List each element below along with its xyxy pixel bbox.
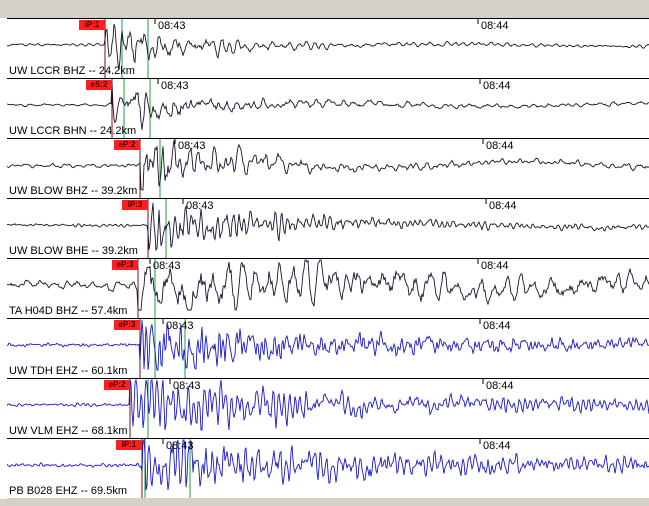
time-tick-label: 08:44	[483, 320, 511, 332]
station-label: TA H04D BHZ -- 57.4km	[9, 305, 128, 317]
pick-flag[interactable]: eP:3	[112, 260, 138, 270]
time-tick-label: 08:44	[483, 440, 511, 452]
time-tick-label: 08:43	[166, 440, 194, 452]
waveform-trace[interactable]	[7, 319, 649, 371]
waveform-canvas[interactable]	[7, 139, 649, 198]
waveform-canvas[interactable]	[7, 199, 649, 258]
waveform-canvas[interactable]	[7, 439, 649, 498]
time-tick-label: 08:43	[153, 260, 181, 272]
time-tick-label: 08:43	[186, 200, 214, 212]
time-tick-label: 08:43	[166, 320, 194, 332]
pick-flag[interactable]: eS:2	[86, 80, 112, 90]
trace-panel[interactable]: iP:3 08:43 08:44 UW BLOW BHE -- 39.2km	[7, 198, 649, 258]
waveform-canvas[interactable]	[7, 19, 649, 78]
event-header: 60278741 Jun 11, 2011 08:42:45.99 44.990…	[0, 0, 649, 18]
pick-flag[interactable]: iP:1	[79, 20, 105, 30]
trace-panel[interactable]: eS:2 08:43 08:44 UW LCCR BHN -- 24.2km	[7, 78, 649, 138]
waveform-trace[interactable]	[7, 140, 649, 191]
left-gutter	[0, 18, 7, 499]
time-tick-label: 08:43	[178, 140, 206, 152]
waveform-trace[interactable]	[7, 439, 649, 491]
time-tick-label: 08:44	[483, 80, 511, 92]
trace-panel[interactable]: eP:3 08:43 08:44 TA H04D BHZ -- 57.4km	[7, 258, 649, 318]
pick-flag[interactable]: eP:2	[114, 140, 140, 150]
time-tick-label: 08:44	[481, 20, 509, 32]
time-tick-label: 08:43	[158, 20, 186, 32]
time-tick-label: 08:44	[486, 380, 514, 392]
station-label: UW BLOW BHZ -- 39.2km	[9, 185, 138, 197]
pick-flag[interactable]: eP:2	[104, 380, 130, 390]
station-label: UW LCCR BHN -- 24.2km	[9, 125, 137, 137]
waveform-canvas[interactable]	[7, 319, 649, 378]
waveform-trace[interactable]	[7, 82, 649, 130]
waveform-canvas[interactable]	[7, 259, 649, 318]
station-label: UW LCCR BHZ -- 24.2km	[9, 65, 135, 77]
waveform-trace[interactable]	[7, 23, 649, 71]
waveform-trace[interactable]	[7, 379, 649, 431]
waveform-trace[interactable]	[7, 202, 649, 252]
waveform-canvas[interactable]	[7, 379, 649, 438]
time-tick-label: 08:43	[161, 80, 189, 92]
station-label: UW TDH EHZ -- 60.1km	[9, 365, 128, 377]
trace-panel[interactable]: iP:1 08:43 08:44 PB B028 EHZ -- 69.5km	[7, 438, 649, 498]
trace-panels: iP:1 08:43 08:44 UW LCCR BHZ -- 24.2km eS:2 0…	[7, 18, 649, 498]
time-tick-label: 08:44	[481, 260, 509, 272]
trace-panel[interactable]: iP:1 08:43 08:44 UW LCCR BHZ -- 24.2km	[7, 18, 649, 78]
station-label: UW BLOW BHE -- 39.2km	[9, 245, 138, 257]
trace-panel[interactable]: eP:2 08:43 08:44 UW VLM EHZ -- 68.1km	[7, 378, 649, 438]
time-tick-label: 08:43	[173, 380, 201, 392]
pick-flag[interactable]: iP:3	[122, 200, 148, 210]
pick-flag[interactable]: eP:3	[114, 320, 140, 330]
trace-panel[interactable]: eP:3 08:43 08:44 UW TDH EHZ -- 60.1km	[7, 318, 649, 378]
station-label: UW VLM EHZ -- 68.1km	[9, 425, 128, 437]
pick-flag[interactable]: iP:1	[116, 440, 142, 450]
time-tick-label: 08:44	[489, 200, 517, 212]
station-label: PB B028 EHZ -- 69.5km	[9, 485, 127, 497]
waveform-canvas[interactable]	[7, 79, 649, 138]
waveform-trace[interactable]	[7, 259, 649, 311]
trace-panel[interactable]: eP:2 08:43 08:44 UW BLOW BHZ -- 39.2km	[7, 138, 649, 198]
time-tick-label: 08:44	[486, 140, 514, 152]
